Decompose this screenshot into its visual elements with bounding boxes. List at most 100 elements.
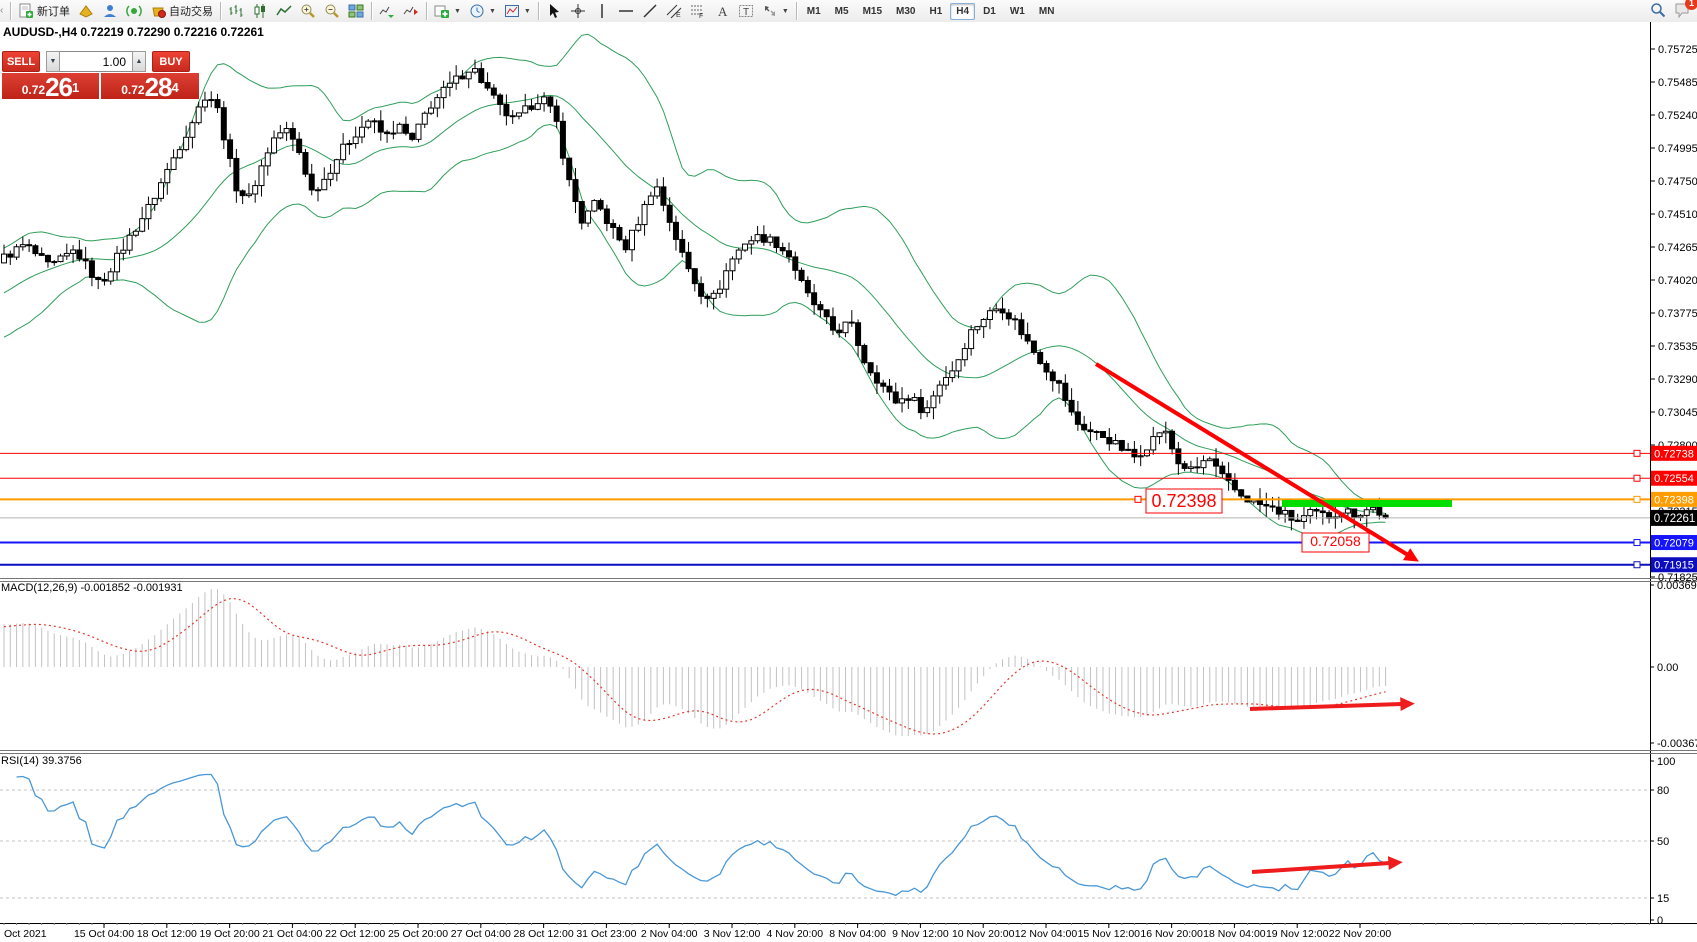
sell-button[interactable]: SELL xyxy=(2,51,40,72)
svg-text:0.74020: 0.74020 xyxy=(1658,275,1697,287)
arrow-objects-button[interactable]: ▼ xyxy=(758,2,793,20)
sell-price-small: 0.72 xyxy=(21,83,46,97)
cursor-tool-button[interactable] xyxy=(542,2,566,20)
svg-text:-0.003672: -0.003672 xyxy=(1657,738,1697,750)
chart-ohlc-title: AUDUSD-,H4 0.72219 0.72290 0.72216 0.722… xyxy=(3,25,264,39)
search-icon[interactable] xyxy=(1650,2,1666,21)
vertical-line-icon xyxy=(594,3,610,19)
one-click-trading-panel: SELL ▼ ▲ BUY 0.72 26 1 0.72 28 4 xyxy=(2,51,199,99)
svg-text:50: 50 xyxy=(1657,836,1669,848)
chart-shift-button[interactable] xyxy=(399,2,423,20)
svg-text:0.74750: 0.74750 xyxy=(1658,176,1697,188)
person-icon xyxy=(102,3,118,19)
candlestick-icon xyxy=(252,3,268,19)
chevron-down-icon: ▼ xyxy=(781,7,789,15)
svg-text:12 Nov 04:00: 12 Nov 04:00 xyxy=(1015,928,1078,940)
volume-decrease-button[interactable]: ▼ xyxy=(46,51,60,72)
chat-button[interactable]: 1 xyxy=(1674,0,1697,21)
svg-text:T: T xyxy=(743,7,749,18)
buy-price-box[interactable]: 0.72 28 4 xyxy=(101,73,199,99)
horizontal-level-lines[interactable] xyxy=(0,449,1650,569)
fibonacci-tool-button[interactable]: F xyxy=(686,2,710,20)
svg-text:0.00: 0.00 xyxy=(1657,662,1678,674)
panel-frame xyxy=(0,22,1697,924)
channel-tool-button[interactable]: E xyxy=(662,2,686,20)
horizontal-line-tool-button[interactable] xyxy=(614,2,638,20)
cursor-icon xyxy=(546,3,562,19)
add-indicator-button[interactable]: ▼ xyxy=(430,2,465,20)
svg-text:15 Nov 12:00: 15 Nov 12:00 xyxy=(1078,928,1141,940)
text-tool-button[interactable]: A xyxy=(710,2,734,20)
chart-area[interactable]: 0.75725 0.75485 0.75240 0.74995 0.74750 0.745… xyxy=(0,22,1697,942)
new-order-icon xyxy=(18,3,34,19)
svg-text:10 Nov 20:00: 10 Nov 20:00 xyxy=(952,928,1015,940)
svg-text:0.73045: 0.73045 xyxy=(1658,407,1697,419)
svg-text:0.73290: 0.73290 xyxy=(1658,374,1697,386)
candles-layer xyxy=(1,59,1389,531)
svg-text:18 Nov 04:00: 18 Nov 04:00 xyxy=(1203,928,1266,940)
svg-text:100: 100 xyxy=(1657,756,1675,768)
tf-button-w1[interactable]: W1 xyxy=(1009,5,1025,17)
tf-button-m15[interactable]: M15 xyxy=(862,5,883,17)
svg-text:0.72261: 0.72261 xyxy=(1654,513,1696,525)
signals-button[interactable] xyxy=(122,2,146,20)
volume-input[interactable] xyxy=(60,51,132,72)
svg-text:9 Nov 12:00: 9 Nov 12:00 xyxy=(892,928,949,940)
buy-button[interactable]: BUY xyxy=(152,51,190,72)
tf-button-h1[interactable]: H1 xyxy=(929,5,943,17)
zoom-in-button[interactable] xyxy=(296,2,320,20)
svg-text:F: F xyxy=(699,13,703,19)
svg-text:4 Nov 20:00: 4 Nov 20:00 xyxy=(766,928,823,940)
templates-button[interactable]: ▼ xyxy=(500,2,535,20)
vertical-line-tool-button[interactable] xyxy=(590,2,614,20)
zoom-out-button[interactable] xyxy=(320,2,344,20)
svg-text:25 Oct 20:00: 25 Oct 20:00 xyxy=(388,928,448,940)
text-label-tool-button[interactable]: T xyxy=(734,2,758,20)
tile-windows-icon xyxy=(348,3,364,19)
tf-button-m1[interactable]: M1 xyxy=(806,5,821,17)
volume-increase-button[interactable]: ▲ xyxy=(132,51,146,72)
auto-scroll-button[interactable] xyxy=(375,2,399,20)
svg-text:0.71915: 0.71915 xyxy=(1654,560,1694,572)
rsi-indicator-label: RSI(14) 39.3756 xyxy=(1,755,82,767)
periods-button[interactable]: ▼ xyxy=(465,2,500,20)
autotrading-button[interactable]: 自动交易 xyxy=(146,2,217,20)
line-chart-mode-button[interactable] xyxy=(272,2,296,20)
text-label-icon: T xyxy=(738,3,754,19)
sell-price-box[interactable]: 0.72 26 1 xyxy=(2,73,99,99)
tf-button-m5[interactable]: M5 xyxy=(834,5,849,17)
chart-canvas[interactable]: 0.75725 0.75485 0.75240 0.74995 0.74750 0.745… xyxy=(0,22,1697,942)
equidistant-channel-icon: E xyxy=(666,3,682,19)
tf-button-h4[interactable]: H4 xyxy=(950,2,976,20)
svg-text:19 Nov 12:00: 19 Nov 12:00 xyxy=(1266,928,1329,940)
market-depth-button[interactable] xyxy=(74,2,98,20)
toolbar-separator xyxy=(371,2,372,20)
candlestick-mode-button[interactable] xyxy=(248,2,272,20)
zoom-in-icon xyxy=(300,3,316,19)
tile-windows-button[interactable] xyxy=(344,2,368,20)
tf-button-d1[interactable]: D1 xyxy=(983,5,996,17)
horizontal-line-icon xyxy=(618,3,634,19)
bar-chart-mode-button[interactable] xyxy=(224,2,248,20)
add-indicator-icon xyxy=(434,3,450,19)
toolbar: ‹ 新订单 自动交易 xyxy=(0,0,1697,23)
svg-text:0.75485: 0.75485 xyxy=(1658,77,1697,89)
community-button[interactable] xyxy=(98,2,122,20)
svg-text:0.72079: 0.72079 xyxy=(1654,538,1694,550)
chart-shift-icon xyxy=(403,3,419,19)
tf-button-m30[interactable]: M30 xyxy=(896,5,916,17)
crosshair-tool-button[interactable] xyxy=(566,2,590,20)
svg-text:19 Oct 20:00: 19 Oct 20:00 xyxy=(200,928,260,940)
annotations-layer[interactable]: 0.72398 0.72058 xyxy=(1094,362,1452,874)
new-order-button[interactable]: 新订单 xyxy=(14,2,74,20)
tf-button-mn[interactable]: MN xyxy=(1038,5,1055,17)
toolbar-overflow-chevron[interactable]: ‹ xyxy=(0,5,4,16)
trendline-tool-button[interactable] xyxy=(638,2,662,20)
toolbar-separator xyxy=(426,2,427,20)
svg-text:0.72738: 0.72738 xyxy=(1654,448,1694,460)
svg-text:0: 0 xyxy=(1657,915,1663,927)
svg-text:0.73775: 0.73775 xyxy=(1658,308,1697,320)
text-icon: A xyxy=(714,3,730,19)
sell-price-pip: 1 xyxy=(72,80,80,95)
svg-text:21 Oct 04:00: 21 Oct 04:00 xyxy=(262,928,322,940)
